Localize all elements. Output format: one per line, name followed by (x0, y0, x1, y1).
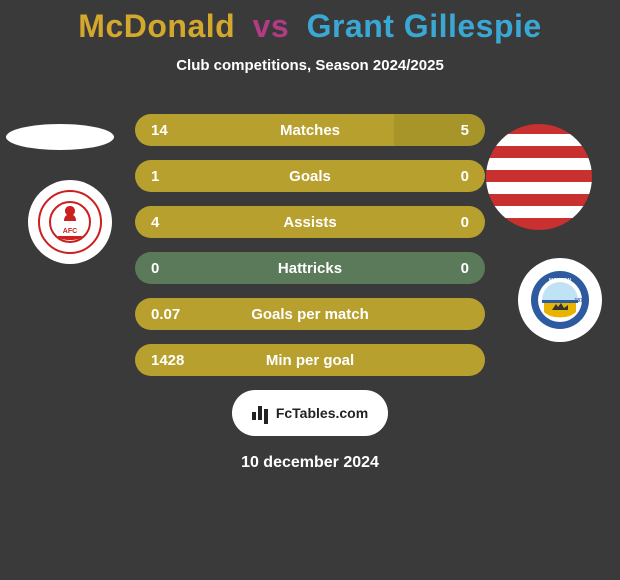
stat-label: Goals (201, 168, 419, 185)
stat-row: 0Hattricks0 (135, 252, 485, 284)
stat-row: 4Assists0 (135, 206, 485, 238)
bar-chart-icon (252, 406, 270, 420)
stat-label: Matches (201, 122, 419, 139)
stat-value-right: 0 (419, 214, 469, 231)
stat-label: Assists (201, 214, 419, 231)
player1-name: McDonald (78, 8, 235, 44)
stat-row: 1Goals0 (135, 160, 485, 192)
stat-label: Goals per match (201, 306, 419, 323)
brand-text: FcTables.com (276, 405, 368, 421)
stat-value-left: 0 (151, 260, 201, 277)
vs-text: vs (253, 8, 290, 44)
stat-value-left: 1 (151, 168, 201, 185)
stat-row: 14Matches5 (135, 114, 485, 146)
stat-value-right: 0 (419, 168, 469, 185)
stat-value-left: 0.07 (151, 306, 201, 323)
stat-label: Hattricks (201, 260, 419, 277)
stat-row: 1428Min per goal (135, 344, 485, 376)
stat-value-left: 14 (151, 122, 201, 139)
stat-value-left: 4 (151, 214, 201, 231)
player2-name: Grant Gillespie (307, 8, 542, 44)
stat-row: 0.07Goals per match (135, 298, 485, 330)
page-title: McDonald vs Grant Gillespie (0, 0, 620, 45)
stat-value-right: 5 (419, 122, 469, 139)
stat-label: Min per goal (201, 352, 419, 369)
generated-date: 10 december 2024 (0, 454, 620, 472)
subtitle: Club competitions, Season 2024/2025 (0, 57, 620, 74)
stat-value-left: 1428 (151, 352, 201, 369)
stat-value-right: 0 (419, 260, 469, 277)
brand-box[interactable]: FcTables.com (232, 390, 388, 436)
stats-container: 14Matches51Goals04Assists00Hattricks00.0… (0, 114, 620, 376)
